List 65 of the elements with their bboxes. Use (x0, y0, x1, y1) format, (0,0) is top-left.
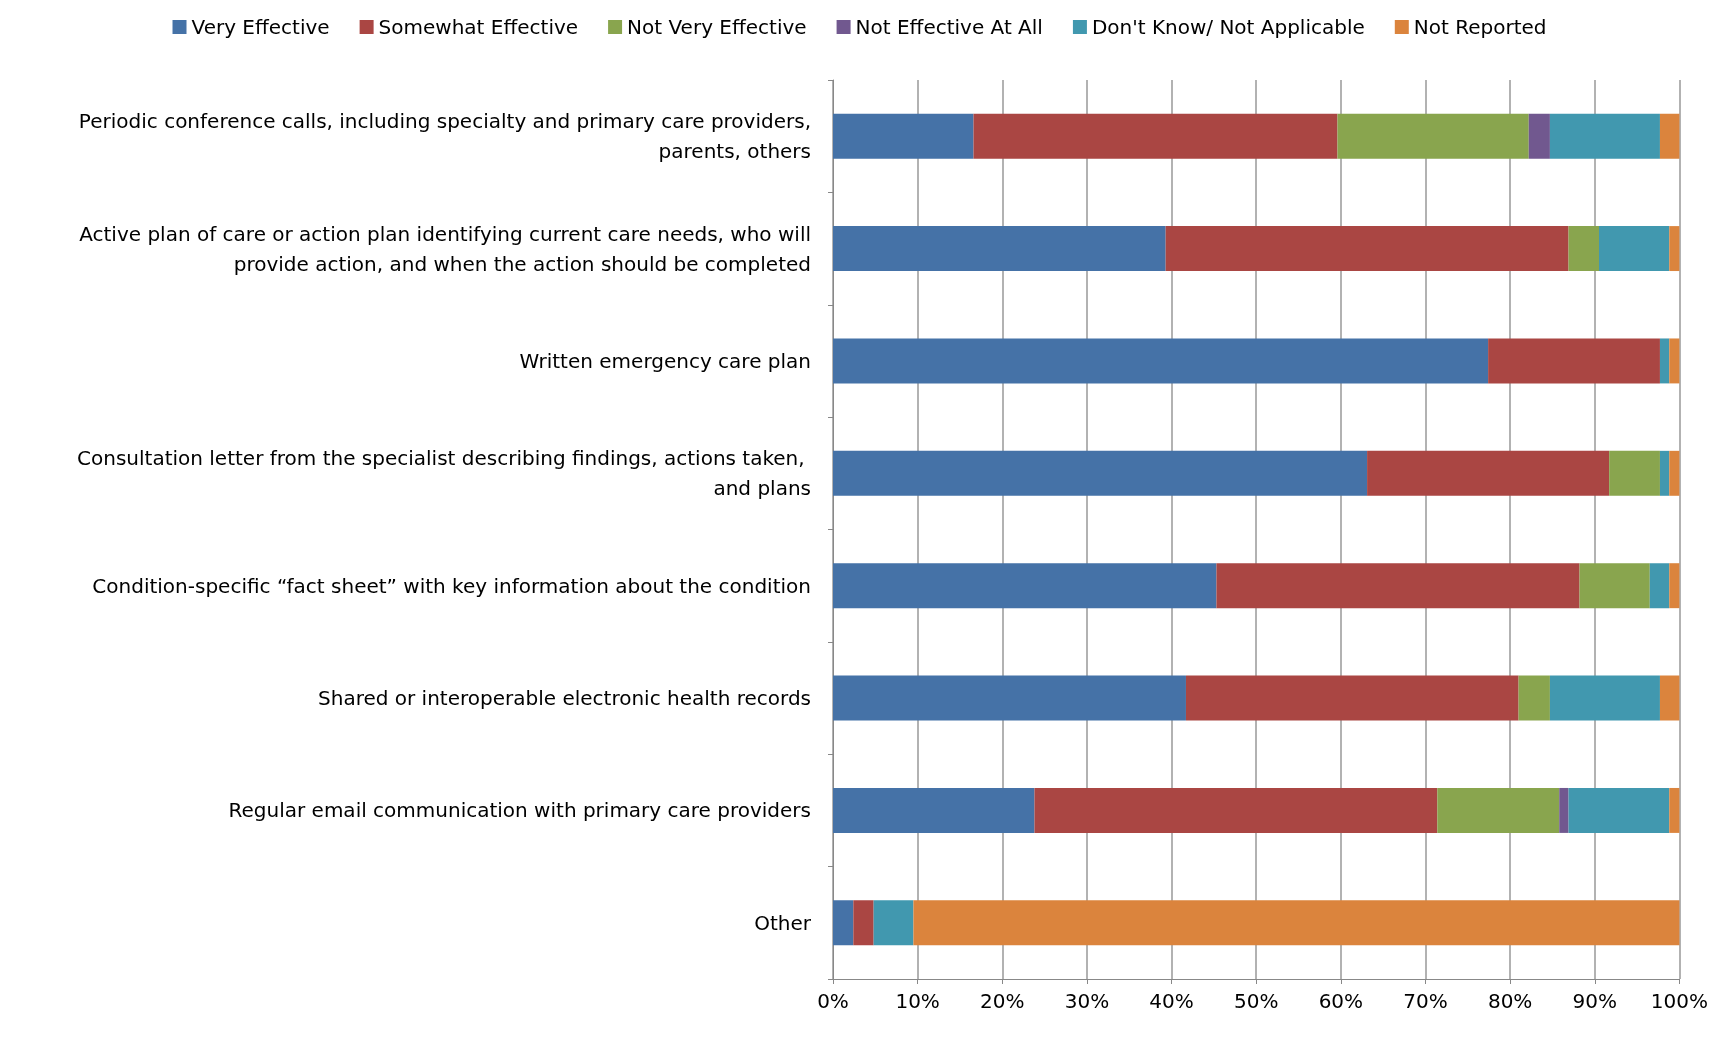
bar (1609, 450, 1660, 496)
x-tick-label: 10% (895, 989, 940, 1013)
bar (1337, 113, 1529, 159)
y-tick-label: Consultation letter from the specialist describing findings, actions taken, and plans (77, 446, 811, 501)
legend-label: Somewhat Effective (378, 15, 579, 39)
y-tick-label: Regular email communication with primary care providers (228, 798, 811, 823)
y-tick-label: Active plan of care or action plan identifying current care needs, who will provide action, and when the action should be completed (79, 221, 811, 276)
bar (1549, 675, 1660, 721)
bar (973, 113, 1338, 159)
bar (1659, 450, 1670, 496)
y-tick-label: Written emergency care plan (519, 348, 811, 373)
legend-label: Don't Know/ Not Applicable (1091, 15, 1365, 39)
bar (1568, 787, 1670, 833)
x-tick-label: 20% (980, 989, 1025, 1013)
bar (1669, 450, 1680, 496)
y-tick-label: Other (754, 910, 812, 935)
x-tick-label: 0% (817, 989, 849, 1013)
bar (833, 563, 1217, 609)
bar (1367, 450, 1610, 496)
bar (1579, 563, 1650, 609)
x-tick-label: 80% (1487, 989, 1533, 1013)
bar (1437, 787, 1560, 833)
bar (833, 226, 1166, 272)
bar (853, 900, 874, 946)
bar (1659, 113, 1680, 159)
bar (1669, 563, 1680, 609)
bar (1568, 226, 1599, 272)
legend-label: Not Effective At All (855, 15, 1043, 39)
legend-label: Very Effective (191, 15, 330, 39)
x-tick-label: 60% (1318, 989, 1364, 1013)
bar (1528, 113, 1550, 159)
bar (1559, 787, 1569, 833)
bar (1034, 787, 1438, 833)
bar (1599, 226, 1670, 272)
bar (833, 900, 854, 946)
bar (833, 675, 1186, 721)
legend-label: Not Reported (1413, 15, 1547, 39)
bar (1659, 675, 1680, 721)
bar (1669, 787, 1680, 833)
bar (1549, 113, 1660, 159)
y-tick-label: Periodic conference calls, including specialty and primary care providers, parents, others (78, 109, 811, 164)
x-tick-label: 50% (1233, 989, 1279, 1013)
bar (1165, 226, 1569, 272)
bar (833, 338, 1489, 384)
x-tick-label: 40% (1149, 989, 1194, 1013)
bar (1518, 675, 1550, 721)
bar (1185, 675, 1519, 721)
bar (1649, 563, 1670, 609)
bar (1659, 338, 1670, 384)
bar (1669, 338, 1680, 384)
bar (833, 450, 1368, 496)
x-tick-label: 100% (1650, 989, 1708, 1013)
y-tick-label: Shared or interoperable electronic health records (318, 686, 811, 711)
bar (1488, 338, 1660, 384)
x-tick-label: 90% (1572, 989, 1617, 1013)
x-tick-label: 30% (1064, 989, 1110, 1013)
bar (1216, 563, 1580, 609)
y-tick-label: Condition-specific “fact sheet” with key information about the condition (92, 573, 811, 598)
bar (873, 900, 914, 946)
bar (833, 113, 974, 159)
bar (1669, 226, 1680, 272)
legend-label: Not Very Effective (627, 15, 807, 39)
bar (833, 787, 1035, 833)
x-tick-label: 70% (1403, 989, 1448, 1013)
bar (913, 900, 1680, 946)
